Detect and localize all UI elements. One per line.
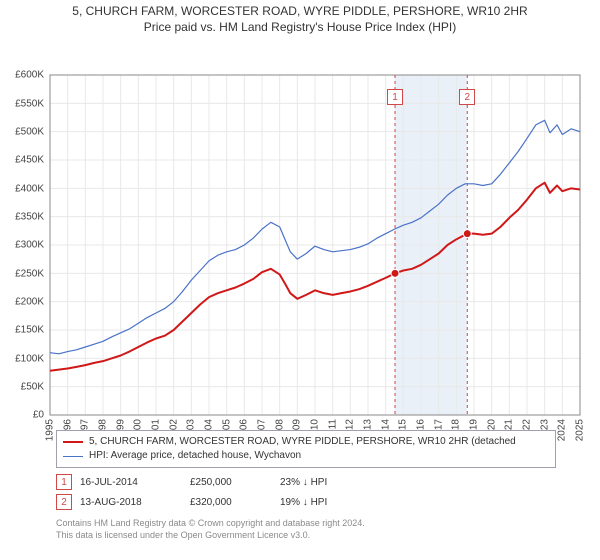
- sale-price: £250,000: [190, 477, 280, 488]
- sale-date: 16-JUL-2014: [80, 477, 190, 488]
- sale-row: 1 16-JUL-2014£250,00023% ↓ HPI: [56, 472, 556, 492]
- sales-table: 1 16-JUL-2014£250,00023% ↓ HPI 2 13-AUG-201…: [56, 472, 556, 512]
- title-line-1: 5, CHURCH FARM, WORCESTER ROAD, WYRE PID…: [0, 4, 600, 20]
- legend-label: 5, CHURCH FARM, WORCESTER ROAD, WYRE PID…: [89, 435, 516, 449]
- legend-row: 5, CHURCH FARM, WORCESTER ROAD, WYRE PID…: [63, 435, 549, 449]
- sale-date: 13-AUG-2018: [80, 497, 190, 508]
- sale-delta: 23% ↓ HPI: [280, 477, 370, 488]
- y-tick-label: £450K: [0, 155, 44, 166]
- footer-line-2: This data is licensed under the Open Gov…: [56, 530, 556, 542]
- y-tick-label: £350K: [0, 211, 44, 222]
- y-tick-label: £500K: [0, 126, 44, 137]
- attribution-footer: Contains HM Land Registry data © Crown c…: [56, 518, 556, 541]
- y-tick-label: £250K: [0, 268, 44, 279]
- x-tick-label: 2025: [575, 419, 586, 441]
- title-line-2: Price paid vs. HM Land Registry's House …: [0, 20, 600, 36]
- legend-swatch: [63, 441, 83, 443]
- legend: 5, CHURCH FARM, WORCESTER ROAD, WYRE PID…: [56, 430, 556, 468]
- y-tick-label: £600K: [0, 70, 44, 81]
- y-tick-label: £300K: [0, 240, 44, 251]
- sale-price: £320,000: [190, 497, 280, 508]
- sale-delta: 19% ↓ HPI: [280, 497, 370, 508]
- y-tick-label: £200K: [0, 296, 44, 307]
- sale-number-box: 1: [56, 474, 72, 490]
- chart-svg: [0, 35, 600, 455]
- chart-title: 5, CHURCH FARM, WORCESTER ROAD, WYRE PID…: [0, 0, 600, 35]
- legend-row: HPI: Average price, detached house, Wych…: [63, 449, 549, 463]
- y-tick-label: £150K: [0, 325, 44, 336]
- chart-page: 5, CHURCH FARM, WORCESTER ROAD, WYRE PID…: [0, 0, 600, 560]
- footer-line-1: Contains HM Land Registry data © Crown c…: [56, 518, 556, 530]
- y-tick-label: £550K: [0, 98, 44, 109]
- legend-label: HPI: Average price, detached house, Wych…: [89, 449, 301, 463]
- legend-swatch: [63, 456, 83, 457]
- y-tick-label: £100K: [0, 353, 44, 364]
- x-tick-label: 1995: [45, 419, 56, 441]
- sale-number-box: 2: [56, 494, 72, 510]
- sale-row: 2 13-AUG-2018£320,00019% ↓ HPI: [56, 492, 556, 512]
- chart-area: £0 £50K £100K £150K £200K £250K £300K £350K £400…: [0, 35, 600, 455]
- y-tick-label: £400K: [0, 183, 44, 194]
- x-tick-label: 2024: [557, 419, 568, 441]
- y-tick-label: £0: [0, 410, 44, 421]
- y-tick-label: £50K: [0, 381, 44, 392]
